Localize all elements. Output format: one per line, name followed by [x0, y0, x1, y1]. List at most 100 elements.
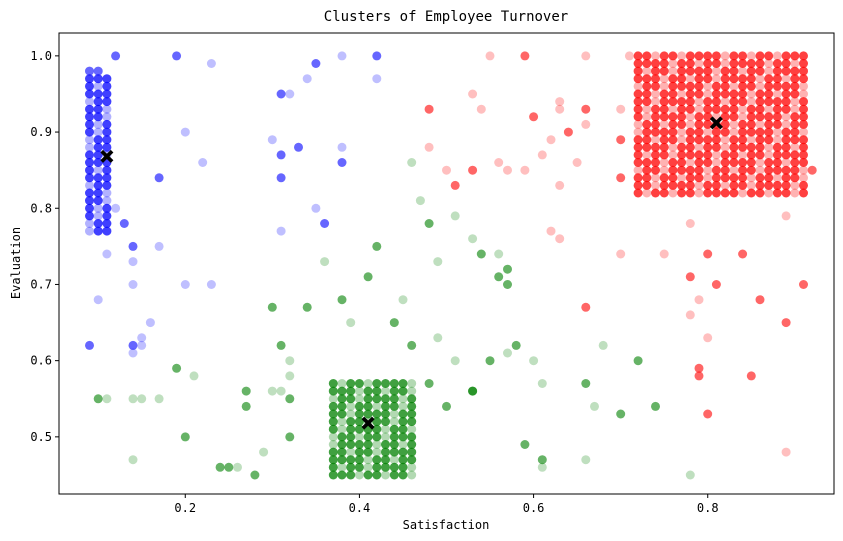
scatter-point — [677, 104, 687, 114]
scatter-point — [738, 81, 748, 91]
scatter-point — [738, 158, 748, 167]
scatter-point — [790, 150, 800, 160]
scatter-point — [685, 188, 695, 198]
scatter-point — [642, 119, 652, 129]
scatter-point — [772, 104, 782, 114]
scatter-point — [694, 59, 704, 68]
scatter-point — [703, 127, 713, 137]
scatter-point — [746, 142, 756, 152]
scatter-point — [407, 401, 417, 411]
scatter-point — [720, 74, 730, 84]
scatter-point — [102, 196, 112, 206]
scatter-point — [563, 127, 573, 137]
scatter-point — [694, 142, 704, 152]
scatter-point — [703, 74, 713, 84]
scatter-point — [729, 158, 739, 167]
scatter-point — [346, 447, 356, 457]
scatter-point — [711, 173, 721, 183]
scatter-point — [764, 89, 774, 99]
x-axis-label: Satisfaction — [403, 518, 490, 532]
scatter-point — [729, 59, 739, 68]
scatter-point — [746, 180, 756, 190]
scatter-point — [720, 51, 730, 61]
scatter-point — [738, 142, 748, 152]
scatter-point — [755, 51, 765, 61]
scatter-point — [520, 51, 530, 61]
scatter-point — [180, 432, 190, 442]
scatter-point — [328, 386, 338, 396]
scatter-point — [668, 188, 678, 198]
scatter-point — [285, 371, 295, 381]
scatter-point — [424, 104, 434, 114]
scatter-point — [93, 119, 103, 129]
scatter-point — [407, 379, 417, 388]
scatter-point — [633, 51, 643, 61]
scatter-point — [720, 135, 730, 145]
scatter-point — [398, 386, 408, 396]
scatter-point — [764, 135, 774, 145]
scatter-point — [677, 158, 687, 167]
scatter-point — [128, 340, 138, 350]
scatter-point — [720, 81, 730, 91]
scatter-point — [799, 97, 808, 107]
scatter-point — [781, 211, 791, 221]
scatter-point — [354, 432, 364, 442]
scatter-point — [668, 97, 678, 107]
scatter-point — [337, 417, 347, 427]
scatter-point — [407, 158, 417, 167]
scatter-point — [85, 180, 94, 190]
scatter-point — [328, 401, 338, 411]
scatter-point — [633, 173, 643, 183]
scatter-point — [720, 150, 730, 160]
scatter-point — [633, 59, 643, 68]
scatter-point — [694, 173, 704, 183]
scatter-point — [799, 74, 808, 84]
scatter-point — [642, 173, 652, 183]
scatter-point — [720, 173, 730, 183]
scatter-point — [790, 97, 800, 107]
scatter-point — [711, 158, 721, 167]
y-tick-label: 0.7 — [30, 277, 52, 291]
scatter-point — [729, 112, 739, 122]
scatter-point — [746, 188, 756, 198]
scatter-point — [790, 188, 800, 198]
scatter-point — [738, 188, 748, 198]
scatter-point — [651, 401, 660, 411]
scatter-point — [102, 97, 112, 107]
scatter-point — [677, 188, 687, 198]
scatter-point — [799, 112, 808, 122]
scatter-point — [442, 165, 451, 175]
scatter-point — [677, 66, 687, 76]
scatter-point — [764, 66, 774, 76]
scatter-point — [746, 89, 756, 99]
scatter-point — [799, 59, 808, 68]
scatter-point — [642, 81, 652, 91]
scatter-point — [389, 409, 399, 419]
scatter-point — [102, 142, 112, 152]
scatter-point — [694, 135, 704, 145]
scatter-point — [93, 211, 103, 221]
scatter-point — [677, 74, 687, 84]
scatter-point — [93, 74, 103, 84]
scatter-point — [685, 173, 695, 183]
scatter-point — [85, 158, 94, 167]
scatter-point — [772, 112, 782, 122]
scatter-point — [85, 142, 94, 152]
scatter-point — [651, 97, 660, 107]
scatter-point — [494, 158, 504, 167]
scatter-point — [738, 249, 748, 259]
scatter-point — [328, 394, 338, 404]
scatter-point — [468, 89, 478, 99]
scatter-point — [407, 386, 417, 396]
scatter-point — [85, 127, 94, 137]
scatter-point — [128, 394, 138, 404]
scatter-point — [372, 462, 382, 472]
scatter-point — [755, 173, 765, 183]
scatter-point — [790, 173, 800, 183]
scatter-point — [111, 51, 121, 61]
scatter-point — [746, 127, 756, 137]
scatter-point — [328, 379, 338, 388]
scatter-point — [651, 188, 660, 198]
scatter-point — [642, 112, 652, 122]
scatter-point — [781, 150, 791, 160]
